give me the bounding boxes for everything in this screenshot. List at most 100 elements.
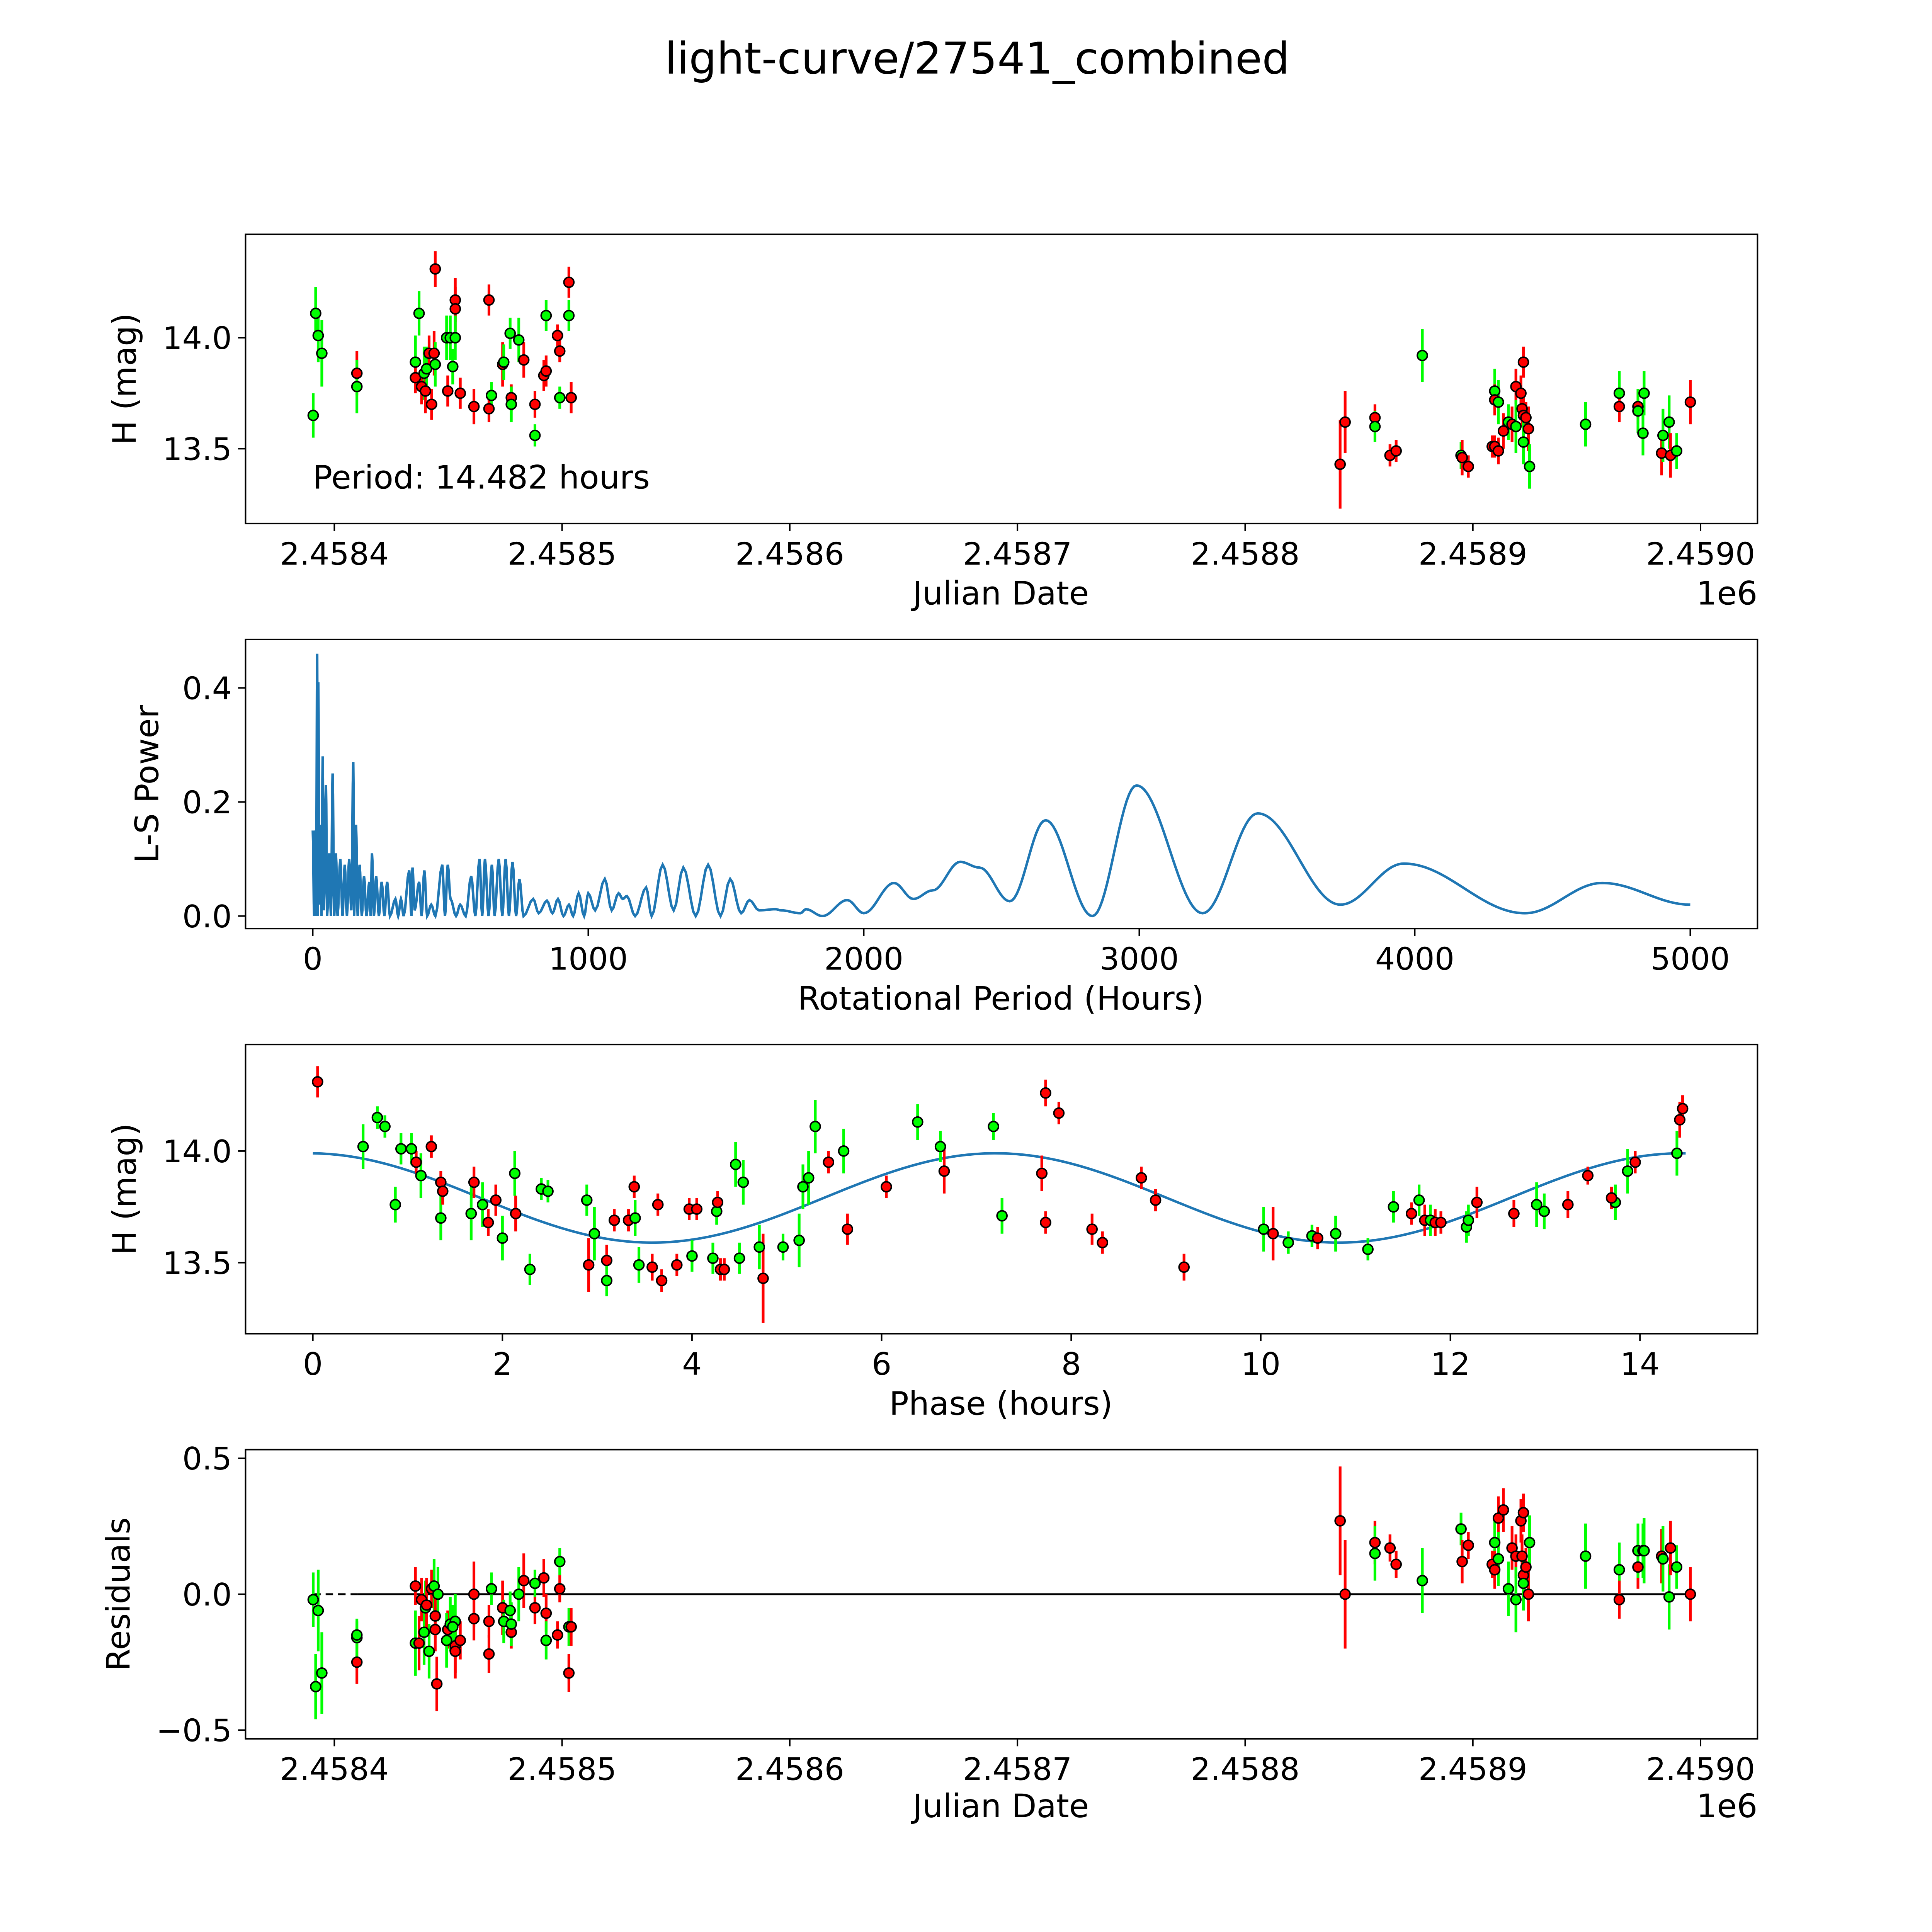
data-point-r — [551, 330, 563, 342]
x-axis-label-residuals: Julian Date — [911, 1787, 1089, 1825]
data-point-r — [410, 372, 421, 384]
data-point-g — [316, 1667, 328, 1679]
data-point-r — [468, 1176, 480, 1188]
data-point-g — [524, 1264, 536, 1276]
data-point-r — [468, 1613, 480, 1624]
data-point-r — [1456, 452, 1468, 464]
data-point-g — [1637, 427, 1649, 439]
data-point-g — [1492, 1553, 1504, 1565]
data-point-r — [1097, 1236, 1109, 1248]
data-point-r — [1516, 1550, 1528, 1562]
data-point-r — [413, 1637, 425, 1649]
data-point-r — [554, 345, 566, 357]
data-point-r — [429, 263, 441, 275]
data-point-r — [429, 1624, 441, 1636]
data-point-r — [646, 1261, 658, 1273]
x-tick-label: 2.4584 — [280, 1751, 389, 1787]
x-tick-label: 2.4587 — [963, 536, 1072, 572]
x-axis-label-phase: Phase (hours) — [889, 1384, 1112, 1422]
data-point-r — [1629, 1156, 1641, 1168]
data-point-r — [510, 1208, 522, 1219]
data-point-r — [1150, 1194, 1162, 1206]
data-point-g — [418, 1626, 430, 1638]
x-tick-label: 2.4589 — [1418, 536, 1527, 572]
panel-phase-folded: 0 2 4 6 8 10 12 14 13.5 14.0 — [162, 1044, 1759, 1383]
data-point-g — [447, 1621, 459, 1633]
data-point-r — [1613, 401, 1625, 412]
data-point-r — [1492, 445, 1504, 457]
data-point-g — [389, 1199, 401, 1211]
data-point-g — [686, 1250, 698, 1262]
data-point-g — [1388, 1201, 1400, 1213]
data-point-g — [629, 1212, 641, 1224]
data-point-g — [307, 410, 319, 421]
data-point-r — [351, 1656, 363, 1668]
y-tick-label: 13.5 — [162, 1245, 232, 1282]
data-point-r — [1471, 1196, 1483, 1208]
y-tick-label: 0.5 — [182, 1441, 232, 1477]
y-tick-label: 14.0 — [162, 320, 232, 357]
data-point-g — [449, 332, 461, 344]
y-axis-label-phase: H (mag) — [106, 1123, 144, 1255]
data-point-r — [565, 1621, 577, 1633]
data-point-r — [1036, 1167, 1048, 1179]
y-tick-label: 0.2 — [182, 785, 232, 821]
data-point-g — [1417, 350, 1428, 361]
data-point-g — [497, 1232, 509, 1244]
data-point-g — [1455, 1523, 1467, 1535]
x-tick-label: 2.4588 — [1190, 1751, 1299, 1787]
data-point-g — [312, 330, 324, 342]
data-point-g — [912, 1116, 923, 1128]
data-point-r — [1406, 1208, 1417, 1219]
data-point-r — [1520, 1561, 1532, 1573]
x-tick-label: 8 — [1061, 1346, 1081, 1383]
data-point-g — [1369, 1548, 1381, 1560]
x-tick-label: 2.4588 — [1190, 536, 1299, 572]
plot-area — [311, 653, 1690, 921]
data-point-g — [1638, 1545, 1650, 1557]
fit-curve — [313, 1152, 1686, 1244]
data-point-r — [410, 1156, 422, 1168]
data-point-g — [563, 310, 575, 321]
data-point-r — [490, 1194, 502, 1206]
y-axis-label-residuals: Residuals — [99, 1517, 137, 1671]
data-point-r — [426, 398, 437, 410]
y-axis-label-light-curve: H (mag) — [106, 313, 144, 445]
axes-frame — [245, 638, 1759, 930]
data-point-r — [551, 1629, 563, 1641]
x-tick-label: 4000 — [1375, 941, 1454, 978]
data-point-r — [428, 347, 440, 359]
x-tick-label: 2.4586 — [735, 1751, 844, 1787]
x-tick-label: 2.4585 — [508, 536, 617, 572]
data-point-g — [505, 398, 517, 410]
data-point-r — [483, 294, 495, 306]
data-point-r — [449, 1645, 461, 1657]
data-point-r — [1497, 1504, 1509, 1516]
data-point-r — [483, 1616, 495, 1627]
data-point-r — [938, 1165, 950, 1177]
data-point-g — [554, 392, 566, 404]
data-point-r — [1674, 1114, 1686, 1126]
data-point-g — [554, 1556, 566, 1568]
x-axis-label-light-curve: Julian Date — [911, 575, 1089, 612]
data-point-r — [1040, 1087, 1051, 1099]
data-point-r — [1520, 412, 1532, 423]
data-point-r — [540, 1607, 552, 1619]
data-point-r — [652, 1199, 664, 1211]
y-tick-label: 13.5 — [162, 431, 232, 468]
data-point-r — [671, 1259, 683, 1271]
x-tick-label: 12 — [1430, 1346, 1470, 1383]
data-point-r — [1312, 1232, 1323, 1244]
panel-residuals: 2.4584 2.4585 2.4586 2.4587 2.4588 2.4589 2.45… — [156, 1441, 1759, 1787]
data-point-r — [410, 1580, 421, 1592]
data-point-r — [1684, 1588, 1696, 1600]
data-point-r — [483, 403, 495, 415]
data-point-g — [1657, 429, 1669, 441]
data-point-r — [1613, 1594, 1625, 1605]
data-point-r — [1053, 1107, 1065, 1119]
data-point-r — [712, 1196, 724, 1208]
data-point-r — [554, 1583, 566, 1595]
data-point-g — [1622, 1165, 1634, 1177]
data-point-r — [1632, 1561, 1644, 1573]
x-axis-label-periodogram: Rotational Period (Hours) — [798, 980, 1204, 1017]
